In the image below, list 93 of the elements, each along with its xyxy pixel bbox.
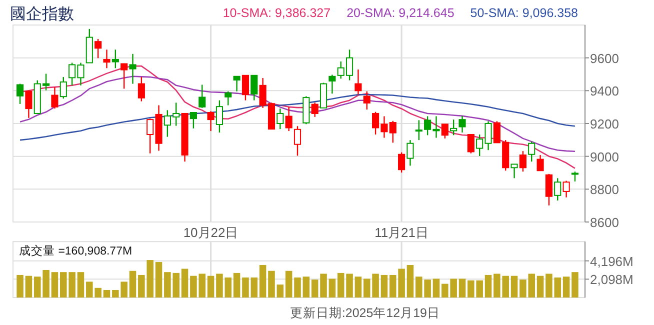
candlestick <box>60 76 67 100</box>
candlestick <box>16 83 24 105</box>
candlestick <box>103 49 110 69</box>
bar <box>294 278 301 298</box>
y-tick-label: 9200 <box>590 116 619 132</box>
bar <box>103 290 110 298</box>
bar <box>51 272 58 298</box>
text: 更新日期:2025年12月19日 <box>290 306 440 320</box>
candlestick <box>450 118 458 136</box>
bar <box>233 272 240 298</box>
candlestick <box>545 173 552 206</box>
candlestick <box>129 53 136 84</box>
bar <box>259 265 266 298</box>
candlestick <box>536 154 544 172</box>
y-tick-label: 9600 <box>590 50 619 66</box>
candlestick <box>571 171 578 182</box>
candlestick <box>510 164 518 179</box>
bar <box>328 278 336 298</box>
bar <box>320 274 327 298</box>
bar <box>77 272 84 298</box>
chart-title: 成交量 =160,908.77M <box>19 244 132 258</box>
text: 20-SMA: 9,214.645 <box>346 6 454 20</box>
candlestick <box>311 102 318 118</box>
y-tick-label: 9000 <box>590 149 619 164</box>
candlestick <box>51 86 58 110</box>
x-tick-label: 11月21日 <box>374 225 429 240</box>
y-tick-label: 8600 <box>590 215 619 230</box>
candlestick <box>94 38 102 59</box>
candlestick <box>233 76 240 92</box>
text: 10-SMA: 9,386.327 <box>222 6 331 20</box>
bar <box>155 262 162 298</box>
candlestick <box>224 90 232 106</box>
bar <box>216 274 223 298</box>
bar <box>25 276 32 298</box>
candlestick <box>276 108 284 130</box>
bar <box>302 276 310 298</box>
candlestick <box>562 180 570 198</box>
bar <box>268 270 275 298</box>
bar <box>337 272 344 298</box>
bar <box>16 274 24 298</box>
candlestick <box>120 63 128 90</box>
candlestick <box>216 100 223 134</box>
bar <box>406 265 414 298</box>
bar <box>380 274 388 298</box>
candlestick <box>528 141 536 162</box>
bar <box>562 276 570 298</box>
candlestick <box>441 124 448 140</box>
candlestick <box>207 110 214 132</box>
candlestick <box>519 150 526 172</box>
candlestick <box>198 84 206 109</box>
bar <box>181 268 188 298</box>
candlestick <box>389 120 396 144</box>
candlestick <box>328 74 336 94</box>
candlestick <box>406 139 414 166</box>
bar <box>346 274 353 298</box>
bar <box>363 278 370 298</box>
candlestick <box>458 115 466 134</box>
bar <box>224 278 232 298</box>
candlestick <box>138 76 145 102</box>
bar <box>432 278 440 298</box>
bar <box>536 276 544 298</box>
bar <box>276 284 284 298</box>
candlestick <box>354 68 362 96</box>
y-tick-label: 2,098M <box>590 272 634 288</box>
bar <box>572 272 578 298</box>
y-tick-label: 4,196M <box>590 254 634 269</box>
text: 50-SMA: 9,096.358 <box>470 6 578 20</box>
candlestick <box>250 74 258 101</box>
bar <box>250 278 258 298</box>
bar <box>311 280 318 298</box>
y-tick-label: 8800 <box>590 182 619 198</box>
candlestick <box>398 152 406 174</box>
bar <box>207 276 214 298</box>
bar <box>354 276 362 298</box>
bar <box>285 270 292 298</box>
candlestick <box>554 178 562 202</box>
candlestick <box>285 106 292 132</box>
bar <box>242 278 249 298</box>
chart-title: 國企指數 <box>10 5 74 23</box>
bar <box>484 274 492 298</box>
candlestick <box>294 126 302 156</box>
candlestick <box>467 134 474 154</box>
candlestick <box>242 74 250 101</box>
x-tick-label: 10月22日 <box>183 225 238 240</box>
bar <box>458 278 466 298</box>
candlestick <box>25 90 32 119</box>
bar <box>510 276 518 298</box>
bar <box>372 274 379 298</box>
y-tick-label: 9400 <box>590 84 619 99</box>
bar <box>129 270 136 298</box>
candlestick <box>190 112 197 130</box>
candlestick <box>363 90 370 110</box>
candlestick <box>112 49 119 69</box>
